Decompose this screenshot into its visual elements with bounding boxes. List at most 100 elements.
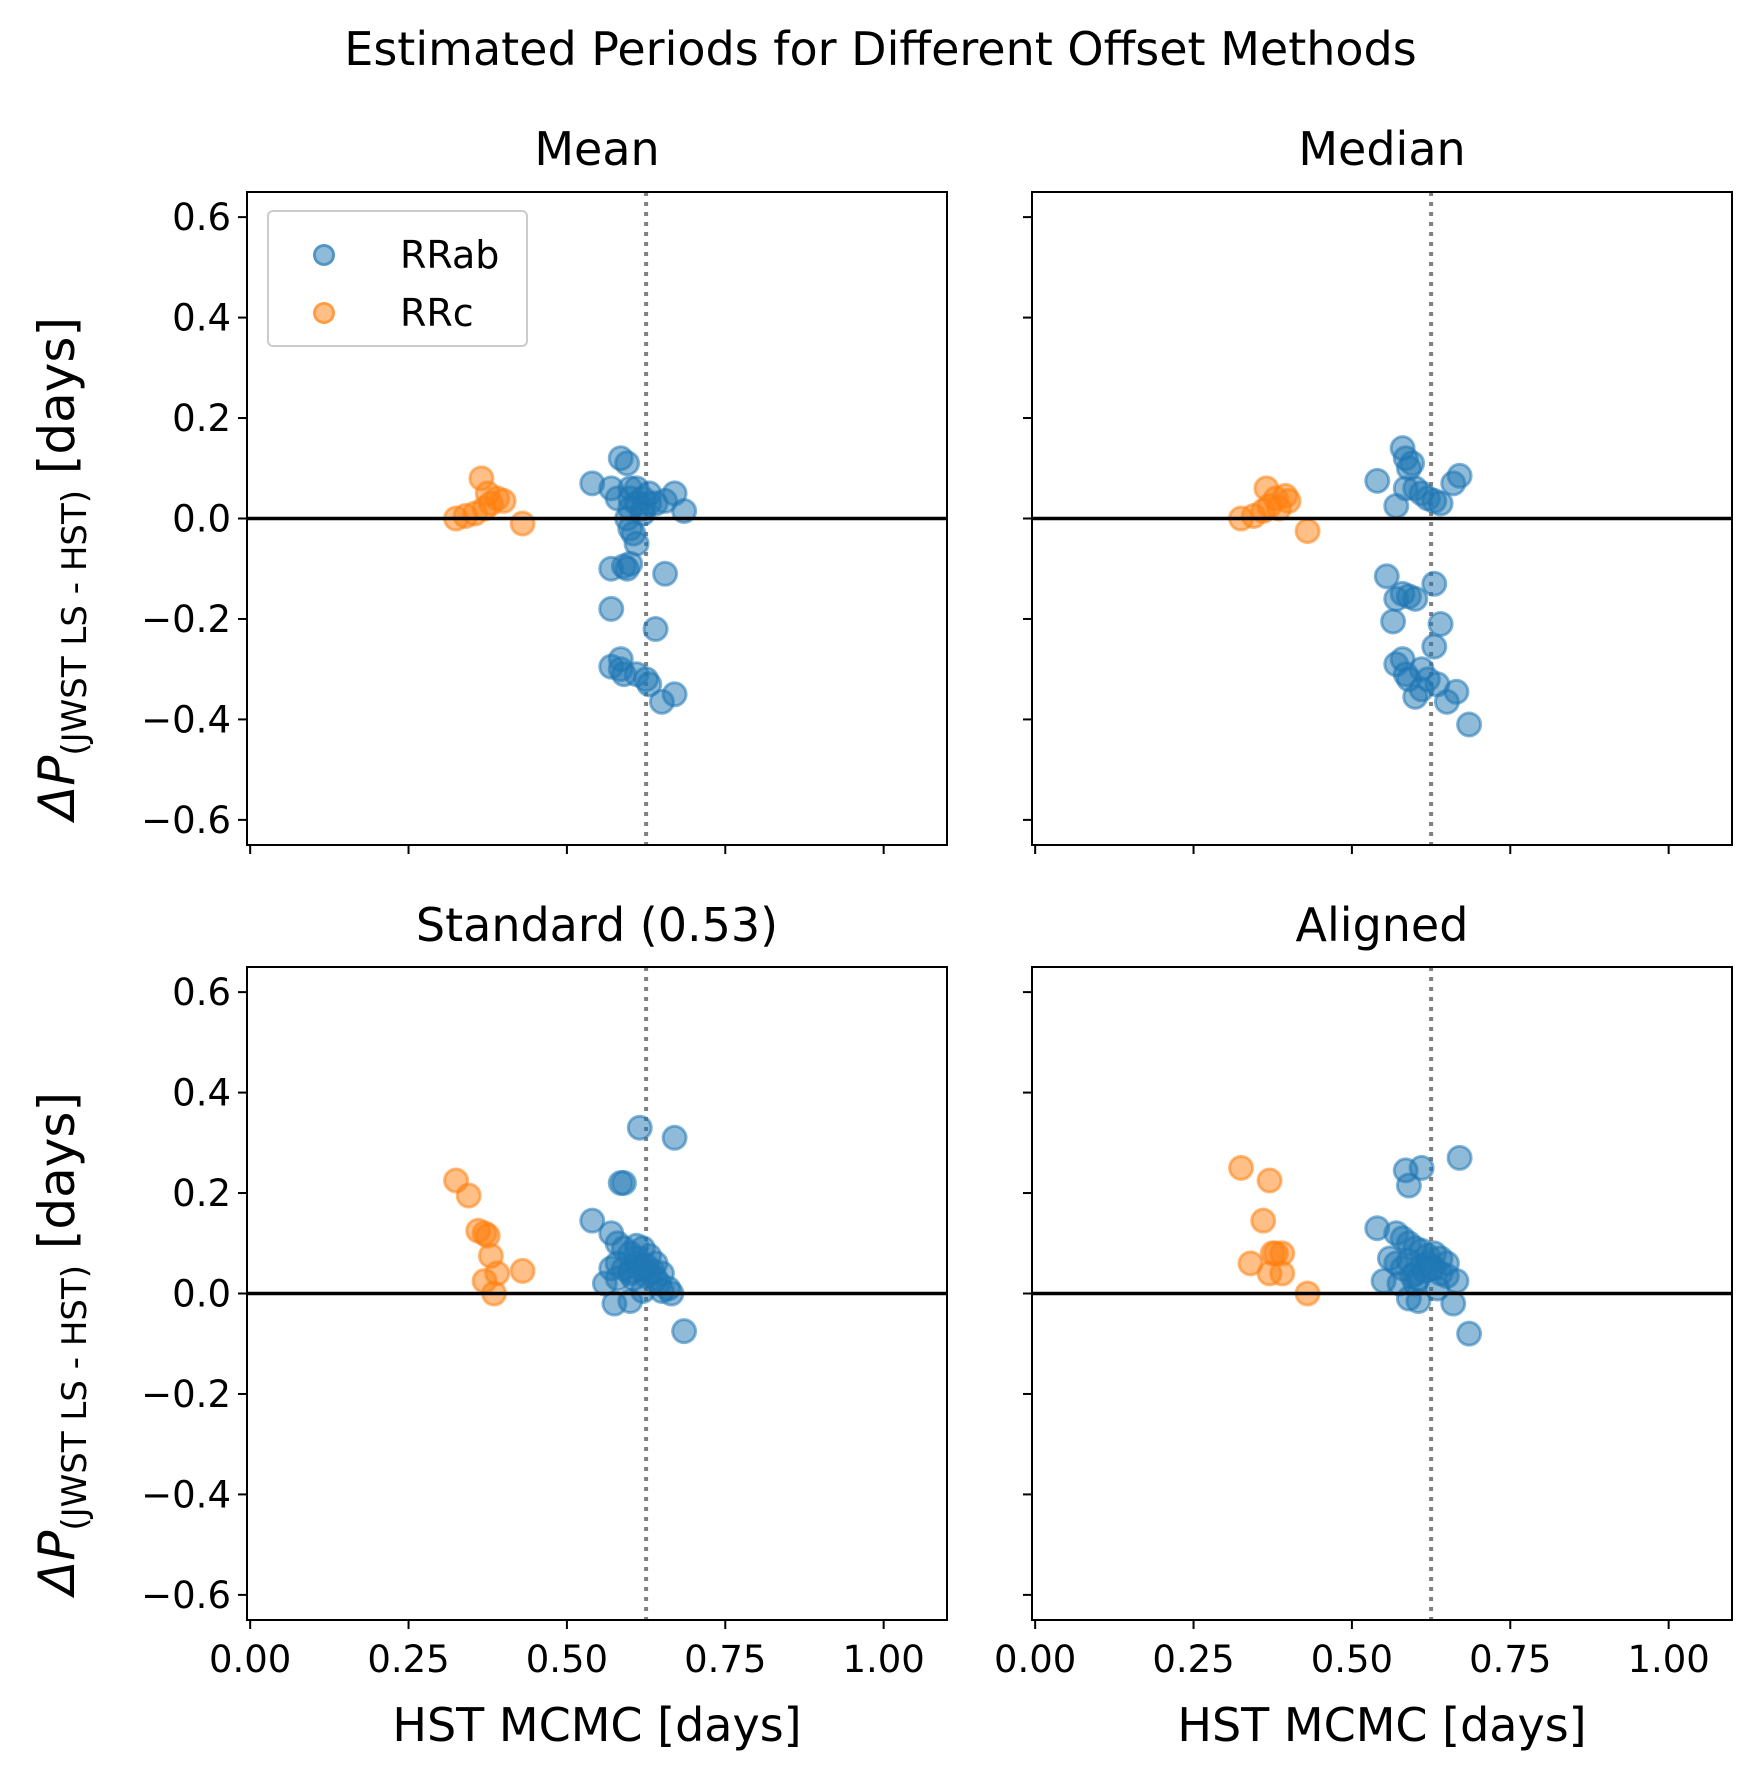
data-point-rrab bbox=[1383, 492, 1410, 519]
y-tick-label: 0.6 bbox=[172, 971, 231, 1014]
data-point-rrab bbox=[579, 1207, 606, 1234]
panel-title-median: Median bbox=[1298, 122, 1466, 176]
x-tick-label: 1.00 bbox=[842, 1638, 924, 1681]
data-point-rrab bbox=[598, 595, 625, 622]
x-tick-label: 1.00 bbox=[1627, 1638, 1709, 1681]
data-point-rrc bbox=[1256, 1167, 1283, 1194]
figure-title: Estimated Periods for Different Offset M… bbox=[344, 22, 1417, 76]
data-point-rrab bbox=[1395, 1172, 1422, 1199]
y-tick-label: 0.4 bbox=[172, 297, 231, 340]
data-point-rrab bbox=[1456, 1320, 1483, 1347]
legend-marker-rrab bbox=[313, 244, 335, 266]
y-tick-label: 0.0 bbox=[172, 498, 231, 541]
data-point-rrab bbox=[1446, 462, 1473, 489]
data-point-rrab bbox=[1402, 585, 1429, 612]
scatter-panel-1 bbox=[1023, 191, 1733, 854]
data-point-rrab bbox=[626, 1114, 653, 1141]
x-tick-label: 0.00 bbox=[994, 1638, 1076, 1681]
y-tick-label: 0.0 bbox=[172, 1273, 231, 1316]
x-tick-label: 0.25 bbox=[1152, 1638, 1234, 1681]
data-point-rrab bbox=[1408, 1154, 1435, 1181]
y-tick-label: −0.2 bbox=[141, 598, 231, 641]
data-point-rrab bbox=[1408, 676, 1435, 703]
ylabel-unit: [days] bbox=[28, 1092, 86, 1265]
legend-entry-rrab: RRab bbox=[269, 232, 526, 282]
axes-frame bbox=[1031, 966, 1733, 1621]
data-point-rrc bbox=[509, 510, 536, 537]
axes-frame bbox=[246, 966, 948, 1621]
data-point-rrab bbox=[642, 616, 669, 643]
data-point-rrab bbox=[1380, 608, 1407, 635]
data-point-rrab bbox=[1446, 1144, 1473, 1171]
x-tick-label: 0.75 bbox=[684, 1638, 766, 1681]
ylabel-delta-p: ΔP bbox=[28, 755, 86, 820]
legend: RRab RRc bbox=[267, 210, 528, 347]
data-point-rrab bbox=[610, 553, 637, 580]
data-point-rrab bbox=[1405, 1288, 1432, 1315]
panel-title-mean: Mean bbox=[534, 122, 660, 176]
legend-label-rrc: RRc bbox=[400, 291, 474, 335]
data-point-rrab bbox=[1364, 467, 1391, 494]
y-tick-label: −0.4 bbox=[141, 1473, 231, 1516]
y-axis-label-bottom: ΔP(JWST LS - HST) [days] bbox=[28, 1092, 95, 1595]
data-point-rrab bbox=[652, 560, 679, 587]
data-point-rrc bbox=[1228, 1154, 1255, 1181]
scatter-panel-2: 0.00 0.25 0.50 0.75 1.00 0.6 0.4 0.2 0.0 −0.2 −0.4… bbox=[141, 966, 948, 1681]
data-point-rrab bbox=[1427, 490, 1454, 517]
x-tick-label: 0.75 bbox=[1469, 1638, 1551, 1681]
legend-marker-rrc bbox=[313, 302, 335, 324]
data-point-rrc bbox=[1269, 1260, 1296, 1287]
data-point-rrc bbox=[1275, 487, 1302, 514]
data-point-rrab bbox=[604, 1265, 631, 1292]
data-point-rrab bbox=[633, 1252, 660, 1279]
data-point-rrab bbox=[1373, 563, 1400, 590]
data-point-rrab bbox=[1440, 1290, 1467, 1317]
x-tick-label: 0.00 bbox=[209, 1638, 291, 1681]
y-tick-label: 0.2 bbox=[172, 397, 231, 440]
data-point-rrc bbox=[455, 1182, 482, 1209]
data-point-rrab bbox=[661, 681, 688, 708]
data-point-rrab bbox=[661, 1124, 688, 1151]
data-point-rrc bbox=[1250, 1207, 1277, 1234]
data-point-rrab bbox=[1399, 450, 1426, 477]
ylabel-delta-p: ΔP bbox=[28, 1530, 86, 1595]
data-point-rrc bbox=[490, 487, 517, 514]
y-tick-label: −0.6 bbox=[141, 799, 231, 842]
panel-title-aligned: Aligned bbox=[1295, 898, 1469, 952]
data-point-rrab bbox=[1399, 1262, 1426, 1289]
data-point-rrab bbox=[1421, 570, 1448, 597]
y-tick-label: 0.6 bbox=[172, 196, 231, 239]
y-tick-label: −0.2 bbox=[141, 1373, 231, 1416]
data-point-rrab bbox=[671, 1318, 698, 1345]
data-point-rrab bbox=[636, 671, 663, 698]
ylabel-subscript: (JWST LS - HST) bbox=[55, 489, 95, 756]
ylabel-unit: [days] bbox=[28, 317, 86, 490]
data-point-rrc bbox=[1294, 518, 1321, 545]
legend-label-rrab: RRab bbox=[400, 233, 500, 277]
x-axis-label-left: HST MCMC [days] bbox=[392, 1698, 802, 1752]
y-tick-label: −0.6 bbox=[141, 1574, 231, 1617]
data-point-rrab bbox=[671, 497, 698, 524]
panel-title-standard: Standard (0.53) bbox=[415, 898, 779, 952]
x-tick-label: 0.25 bbox=[367, 1638, 449, 1681]
x-tick-label: 0.50 bbox=[526, 1638, 608, 1681]
data-point-rrab bbox=[1421, 633, 1448, 660]
x-tick-label: 0.50 bbox=[1311, 1638, 1393, 1681]
scatter-panel-0: 0.6 0.4 0.2 0.0 −0.2 −0.4 −0.6 bbox=[141, 191, 948, 854]
y-tick-label: −0.4 bbox=[141, 698, 231, 741]
y-tick-label: 0.2 bbox=[172, 1172, 231, 1215]
data-point-rrab bbox=[1443, 678, 1470, 705]
x-axis-label-right: HST MCMC [days] bbox=[1177, 1698, 1587, 1752]
axes-frame bbox=[246, 191, 948, 846]
data-point-rrab bbox=[1456, 711, 1483, 738]
data-point-rrab bbox=[636, 480, 663, 507]
data-point-rrab bbox=[614, 450, 641, 477]
legend-entry-rrc: RRc bbox=[269, 290, 526, 340]
y-tick-label: 0.4 bbox=[172, 1072, 231, 1115]
data-point-rrc bbox=[509, 1257, 536, 1284]
data-point-rrab bbox=[610, 1169, 637, 1196]
axes-frame bbox=[1031, 191, 1733, 846]
ylabel-subscript: (JWST LS - HST) bbox=[55, 1264, 95, 1531]
scatter-panel-3: 0.00 0.25 0.50 0.75 1.00 bbox=[994, 966, 1733, 1681]
